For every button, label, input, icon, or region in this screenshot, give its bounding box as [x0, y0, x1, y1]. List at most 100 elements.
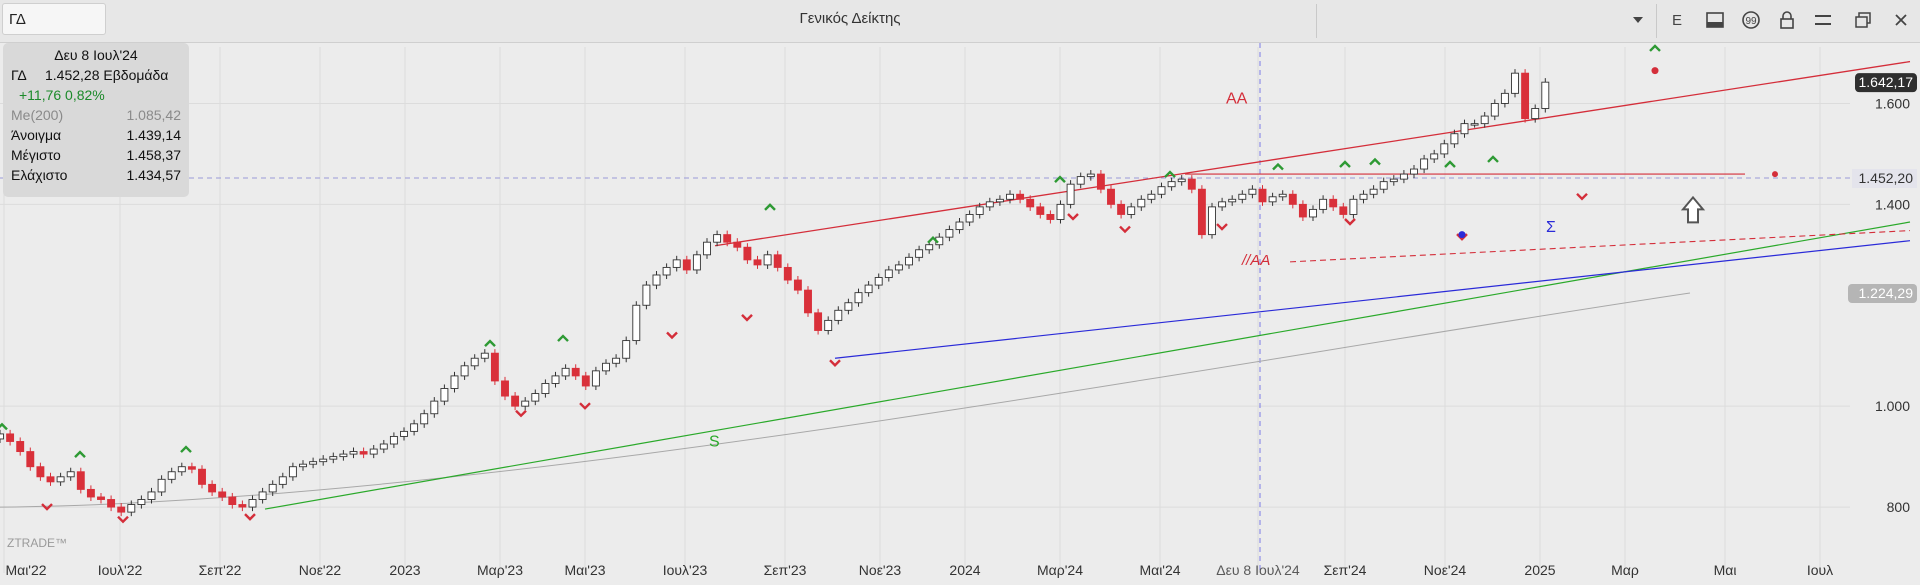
candle-body	[622, 340, 631, 359]
candle-body	[743, 246, 752, 261]
candle-body	[66, 471, 75, 478]
candle-body	[1218, 201, 1227, 208]
candle-body	[329, 456, 338, 460]
toolbar-divider	[1656, 4, 1657, 38]
pivot-low-marker	[1216, 223, 1228, 231]
candle-body	[440, 388, 449, 402]
x-axis-tick-label: Μαι'24	[1139, 562, 1180, 578]
pivot-high-marker	[557, 334, 569, 342]
info-price-row: ΓΔ 1.452,28 Εβδομάδα	[11, 67, 181, 86]
candle-body	[561, 367, 570, 377]
trendline-label-aa: AA	[1226, 90, 1248, 107]
pivot-low-marker	[515, 409, 527, 418]
candle-body	[268, 483, 277, 493]
candle-body	[521, 400, 530, 407]
e-button[interactable]: E	[1671, 11, 1682, 29]
candle-body	[1410, 168, 1418, 175]
pivot-high-marker	[1369, 157, 1381, 166]
comment-icon[interactable]: 99	[1736, 6, 1766, 34]
candle-body	[642, 284, 651, 306]
candle-body	[915, 249, 924, 258]
ma-price-label: 1.224,29	[1859, 285, 1914, 301]
y-axis-tick-label: 800	[1887, 499, 1911, 515]
candle-body	[1379, 181, 1388, 190]
symbol-input[interactable]	[2, 3, 106, 35]
candle-body	[26, 451, 35, 468]
candle-body	[965, 213, 974, 223]
info-ma-value: 1.085,42	[126, 107, 182, 123]
candle-body	[339, 453, 348, 458]
x-axis-tick-label: Μαρ'24	[1037, 562, 1083, 578]
menu-icon[interactable]	[1808, 6, 1838, 34]
candle-body	[1278, 193, 1287, 198]
candle-body	[147, 491, 156, 500]
candle-body	[1329, 198, 1338, 208]
restore-window-icon[interactable]	[1848, 6, 1878, 34]
pivot-low-marker	[1344, 218, 1356, 226]
chevron-down-icon[interactable]	[1622, 6, 1654, 34]
pivot-high-marker	[1054, 175, 1066, 183]
candle-body	[127, 504, 136, 513]
candle-body	[703, 241, 711, 256]
candle-body	[379, 443, 388, 450]
candle-body	[1016, 193, 1025, 200]
candle-body	[672, 259, 681, 268]
info-change: +11,76 0,82%	[19, 87, 105, 103]
candle-body	[198, 468, 206, 485]
chart-watermark: ZTRADE™	[7, 536, 67, 550]
pivot-high-marker	[1487, 155, 1499, 163]
price-chart[interactable]: AA //AA S Σ Μαι'22 Ιουλ'22 Σεπ'22 Νοε'22 2023 Μαρ…	[0, 43, 1920, 585]
pivot-high-marker	[484, 339, 496, 347]
ma-price-badge	[1848, 284, 1917, 304]
candle-body	[925, 244, 934, 251]
x-axis-tick-label: Δευ 8 Ιουλ'24	[1216, 562, 1300, 578]
candle-body	[36, 466, 45, 478]
info-high-value: 1.458,37	[126, 147, 182, 163]
crosshair-price-label: 1.452,20	[1859, 170, 1914, 186]
chart-top-pad	[0, 43, 1920, 47]
candle-body	[783, 266, 792, 281]
candle-body	[884, 269, 893, 278]
candle-body	[682, 259, 691, 271]
pivot-high-marker	[1649, 44, 1661, 52]
candle-body	[46, 476, 55, 483]
candle-body	[591, 370, 600, 387]
candle-body	[1450, 133, 1459, 145]
candle-body	[1511, 72, 1519, 94]
candle-body	[1096, 173, 1105, 190]
info-high-row: Μέγιστο 1.458,37	[11, 147, 181, 166]
candle-body	[1228, 198, 1237, 203]
close-icon[interactable]	[1886, 6, 1916, 34]
x-axis-tick-label: Σεπ'22	[199, 562, 242, 578]
trendline-label-s: S	[709, 434, 720, 451]
x-axis-tick-label: 2025	[1524, 562, 1555, 578]
candle-body	[602, 362, 610, 372]
candle-body	[1389, 178, 1398, 183]
x-axis-tick-label: Σεπ'23	[764, 562, 807, 578]
lock-icon[interactable]	[1772, 6, 1802, 34]
candle-body	[995, 198, 1004, 203]
candle-body	[581, 375, 590, 387]
candle-body	[490, 352, 499, 382]
info-value-period: 1.452,28 Εβδομάδα	[45, 67, 169, 83]
candle-body	[1006, 193, 1014, 200]
moving-average-line	[0, 292, 1691, 508]
candle-body	[662, 266, 671, 276]
candle-body	[1248, 188, 1257, 195]
x-axis-tick-label: Νοε'22	[299, 562, 342, 578]
info-ma-row: Me(200) 1.085,42	[11, 107, 181, 126]
candle-body	[369, 448, 378, 455]
candle-body	[97, 496, 105, 500]
info-low-row: Ελάχιστο 1.434,57	[11, 167, 181, 186]
candle-body	[1076, 176, 1085, 185]
candle-body	[1288, 193, 1297, 205]
candle-body	[299, 463, 307, 468]
candle-body	[1430, 153, 1439, 160]
candle-body	[16, 441, 25, 453]
layout-icon[interactable]	[1700, 6, 1730, 34]
candle-body	[167, 471, 176, 480]
candle-body	[1359, 193, 1368, 200]
info-ma-label: Me(200)	[11, 107, 64, 123]
candle-body	[137, 499, 146, 505]
candle-body	[1177, 178, 1186, 183]
